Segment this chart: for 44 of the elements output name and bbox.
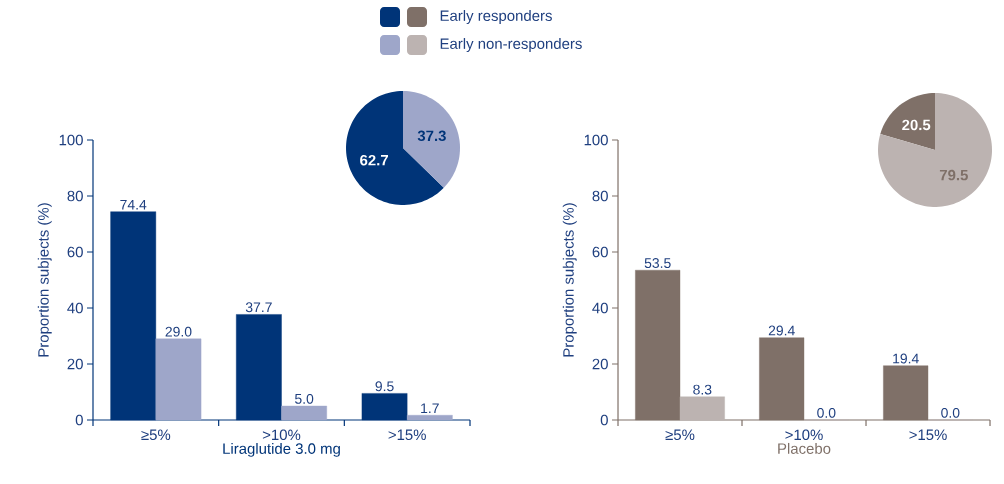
data-label: 9.5: [375, 381, 394, 392]
x-axis-title: Placebo: [778, 442, 831, 454]
x-tick-label: >10%: [785, 429, 823, 441]
bar: [679, 396, 725, 421]
data-label: 79.5: [939, 169, 968, 181]
y-tick-label: 100: [59, 134, 83, 146]
y-tick-label: 40: [67, 302, 83, 314]
data-label: 53.5: [644, 258, 671, 268]
data-label: 37.3: [417, 130, 446, 142]
bar: [406, 415, 453, 421]
data-label: 0.0: [941, 407, 960, 418]
y-tick-label: 20: [592, 358, 608, 370]
x-tick-label: >10%: [262, 429, 301, 441]
data-label: 74.4: [120, 199, 147, 210]
y-tick-label: 100: [584, 134, 608, 146]
data-label: 8.3: [693, 384, 712, 395]
data-label: 37.7: [245, 302, 272, 313]
y-tick-label: 60: [592, 246, 608, 258]
y-tick-label: 0: [600, 414, 608, 426]
x-tick-label: >15%: [909, 429, 947, 441]
y-tick-label: 0: [75, 414, 83, 426]
data-label: 20.5: [902, 119, 931, 131]
bar: [155, 338, 202, 421]
text: Early non-responders: [440, 38, 582, 52]
data-label: 5.0: [294, 393, 314, 404]
data-label: 1.7: [421, 403, 439, 414]
y-tick-label: 40: [592, 302, 608, 314]
data-label: 19.4: [893, 353, 919, 364]
text: Early responders: [440, 10, 552, 24]
x-tick-label: ≥5%: [665, 429, 695, 441]
y-tick-label: 20: [67, 358, 83, 370]
y-axis-title: Proportion subjects (%): [562, 203, 577, 357]
data-label: 0.0: [817, 407, 836, 418]
y-axis-title: Proportion subjects (%): [37, 203, 52, 357]
x-tick-label: >15%: [388, 429, 426, 441]
x-axis-title: Liraglutide 3.0 mg: [223, 442, 340, 457]
y-tick-label: 80: [67, 190, 83, 202]
bar: [281, 405, 327, 421]
x-tick-label: ≥5%: [141, 429, 171, 441]
data-label: 29.4: [768, 325, 795, 336]
y-tick-label: 60: [67, 246, 83, 258]
data-label: 29.0: [165, 326, 192, 337]
y-tick-label: 80: [592, 190, 608, 202]
data-label: 62.7: [360, 154, 388, 166]
